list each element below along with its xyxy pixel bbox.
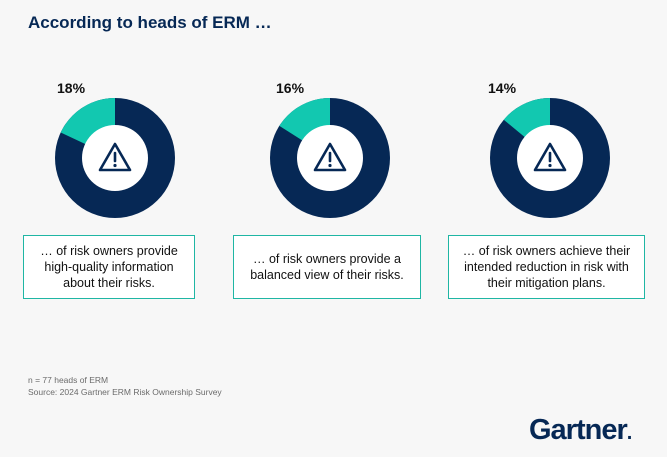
donut-percent-label: 14% [488,80,517,96]
donut-percent-label: 18% [57,80,86,96]
donut-chart [55,98,175,218]
warning-triangle-outline [533,142,567,172]
warning-exclamation-dot [548,163,552,168]
warning-triangle-icon [533,142,567,172]
warning-triangle-icon [98,142,132,172]
donut-caption: … of risk owners provide high-quality in… [23,235,195,299]
warning-triangle-icon [313,142,347,172]
logo-dot: . [626,422,632,444]
donut-caption: … of risk owners achieve their intended … [448,235,645,299]
warning-exclamation-dot [113,163,117,168]
warning-triangle-outline [98,142,132,172]
warning-triangle-outline [313,142,347,172]
donut-panel-2: 16% … of risk owners provide a balanced … [216,80,426,310]
source-note: Source: 2024 Gartner ERM Risk Ownership … [28,387,222,397]
donut-chart [490,98,610,218]
page-title: According to heads of ERM … [28,13,272,32]
donut-caption: … of risk owners provide a balanced view… [233,235,421,299]
logo-text: Gartner [529,414,628,446]
donut-chart [270,98,390,218]
sample-size-note: n = 77 heads of ERM [28,375,109,385]
warning-exclamation-dot [328,163,332,168]
donut-panel-3: 14% … of risk owners achieve their inten… [433,80,645,310]
donut-panel-1: 18% … of risk owners provide high-qualit… [9,80,219,310]
donut-percent-label: 16% [276,80,305,96]
gartner-logo: Gartner. [529,414,632,447]
